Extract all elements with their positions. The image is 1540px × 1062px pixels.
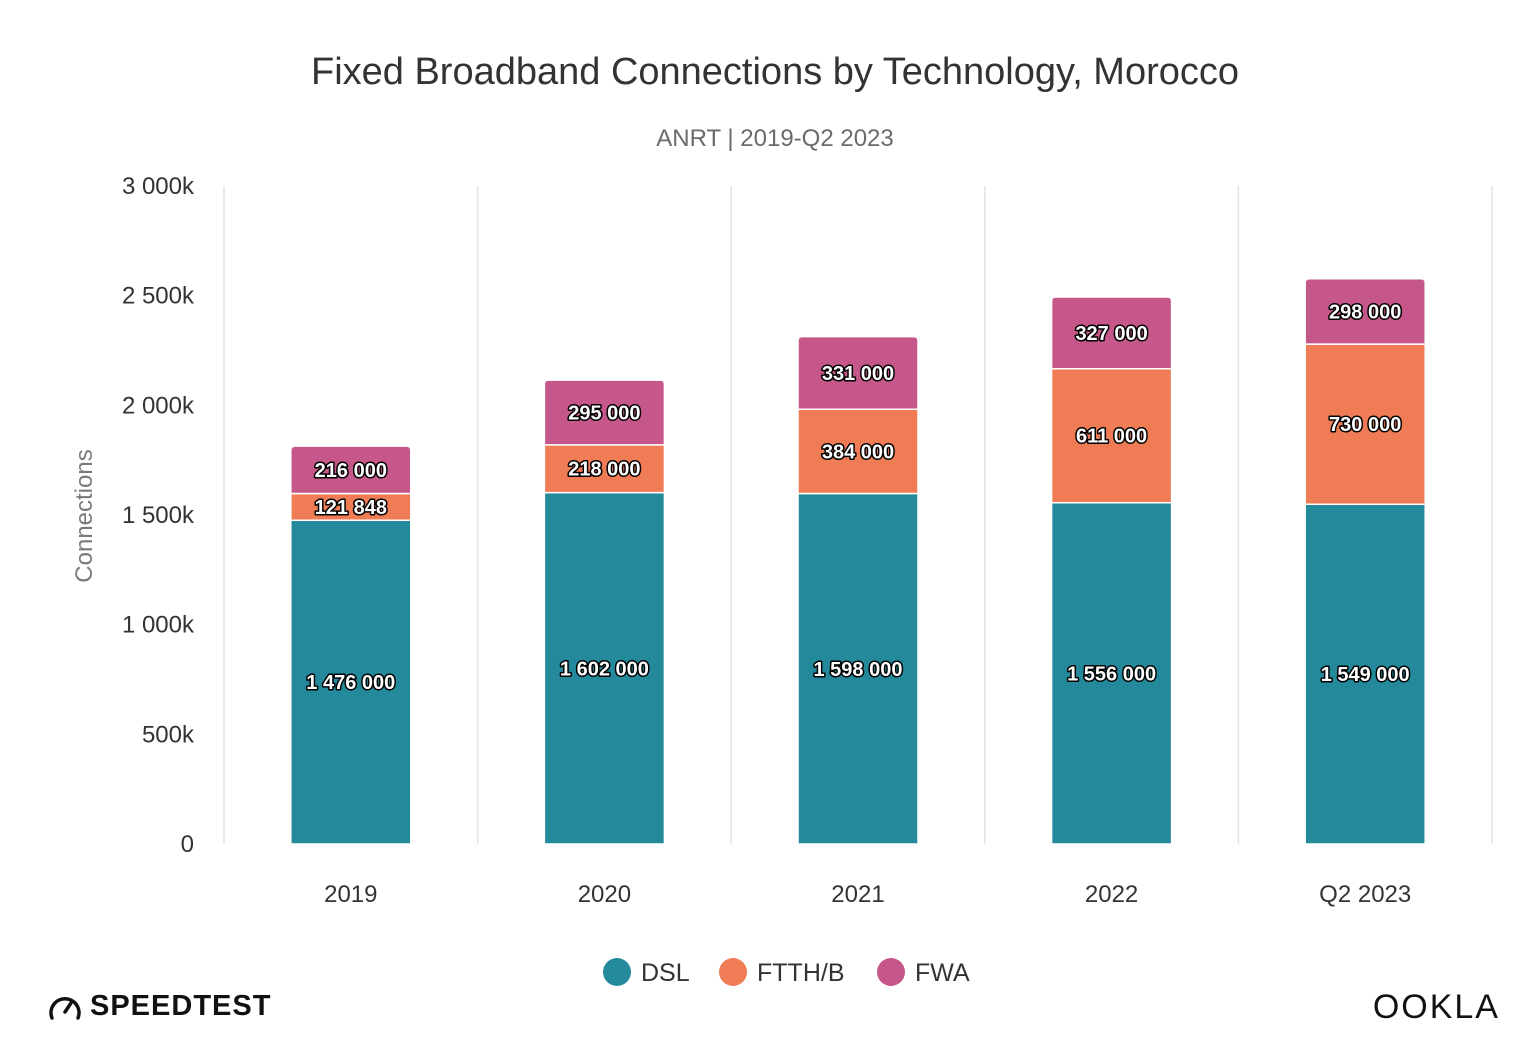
y-axis-label: Connections [71, 449, 98, 582]
data-label: 331 000 [822, 363, 894, 385]
y-tick-label: 1 500k [122, 502, 195, 529]
data-label: 1 602 000 [560, 658, 649, 680]
speedometer-icon [49, 996, 81, 1020]
legend-item-dsl[interactable]: DSL [603, 958, 690, 987]
speedtest-wordmark: SPEEDTEST [90, 990, 272, 1022]
legend-marker [719, 958, 747, 986]
chart-title: Fixed Broadband Connections by Technolog… [311, 51, 1239, 93]
legend-label: FWA [915, 959, 970, 987]
data-label: 327 000 [1075, 323, 1147, 345]
x-tick-label: 2022 [1085, 881, 1138, 908]
chart-subtitle: ANRT | 2019-Q2 2023 [656, 125, 894, 152]
bar-segment-fwa [1304, 278, 1426, 345]
y-tick-label: 500k [142, 721, 195, 748]
y-tick-label: 2 500k [122, 283, 195, 310]
y-tick-label: 2 000k [122, 392, 195, 419]
bar-segment-fwa [543, 379, 666, 446]
bar-segment-fwa [797, 335, 919, 411]
legend-label: DSL [641, 959, 690, 987]
data-labels: 1 476 000 121 848 216 000 1 602 000 218 000 2… [305, 300, 1411, 696]
x-axis-ticks: 2019 2020 2021 2022 Q2 2023 [324, 881, 1411, 908]
x-tick-label: Q2 2023 [1319, 881, 1411, 908]
grid-lines [223, 186, 1493, 844]
data-label: 1 549 000 [1321, 664, 1410, 686]
data-label: 216 000 [315, 460, 387, 482]
legend-item-ftth-b[interactable]: FTTH/B [719, 958, 845, 987]
ookla-logo: OOKLA [1372, 988, 1500, 1026]
data-label: 298 000 [1329, 301, 1401, 323]
legend: DSL FTTH/B FWA [603, 958, 970, 987]
data-label: 611 000 [1076, 426, 1147, 448]
legend-label: FTTH/B [757, 959, 845, 987]
y-tick-label: 0 [181, 831, 194, 858]
x-tick-label: 2019 [324, 881, 377, 908]
data-label: 730 000 [1329, 414, 1401, 436]
speedtest-logo: SPEEDTEST [48, 990, 271, 1023]
data-label: 384 000 [822, 441, 894, 463]
bar-segment-fwa [1050, 296, 1173, 370]
x-tick-label: 2021 [831, 881, 884, 908]
data-label: 1 556 000 [1067, 663, 1156, 685]
legend-marker [603, 958, 631, 986]
data-label: 121 848 [315, 497, 387, 519]
y-tick-label: 3 000k [122, 173, 195, 200]
x-tick-label: 2020 [578, 881, 631, 908]
legend-item-fwa[interactable]: FWA [877, 958, 970, 987]
data-label: 218 000 [568, 459, 640, 481]
legend-marker [877, 958, 905, 986]
data-label: 1 476 000 [306, 672, 395, 694]
data-label: 1 598 000 [814, 659, 903, 681]
y-axis-ticks: 0 500k 1 000k 1 500k 2 000k 2 500k 3 000k [122, 173, 195, 858]
data-label: 295 000 [568, 402, 640, 424]
bars [290, 278, 1426, 845]
y-tick-label: 1 000k [122, 612, 195, 639]
bar-segment-fwa [290, 445, 412, 495]
